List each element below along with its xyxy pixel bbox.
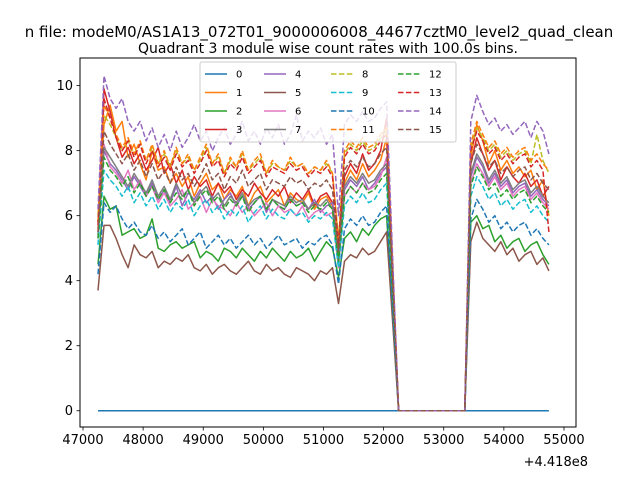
y-tick-label: 6 [65, 209, 73, 224]
x-tick-label: 55000 [543, 433, 584, 448]
series-line-10 [97, 198, 550, 412]
y-tick-label: 2 [65, 339, 73, 354]
figure-suptitle: n file: modeM0/AS1A13_072T01_9000006008_… [25, 23, 614, 42]
y-tick-label: 4 [65, 274, 73, 289]
y-tick-label: 8 [65, 144, 73, 159]
series-line-8 [97, 114, 550, 412]
legend-label-8: 8 [362, 70, 368, 81]
legend-label-5: 5 [295, 88, 301, 99]
x-tick-label: 49000 [183, 433, 224, 448]
series-line-12 [97, 156, 550, 412]
y-axis: 0 2 4 6 8 10 [56, 79, 80, 419]
legend-label-3: 3 [236, 125, 242, 136]
legend-label-14: 14 [429, 107, 442, 118]
y-tick-label: 0 [65, 404, 73, 419]
series-line-3 [97, 88, 550, 412]
legend-label-1: 1 [236, 88, 242, 99]
axes-title: Quadrant 3 module wise count rates with … [138, 41, 518, 57]
series-line-5 [97, 221, 550, 412]
series-line-2 [97, 195, 550, 412]
x-offset-label: +4.418e8 [524, 455, 588, 470]
y-tick-label: 10 [56, 79, 73, 94]
x-tick-label: 47000 [62, 433, 103, 448]
series-line-11 [97, 104, 550, 412]
legend-label-6: 6 [295, 107, 301, 118]
x-tick-label: 51000 [303, 433, 344, 448]
legend-label-2: 2 [236, 107, 242, 118]
series-line-13 [97, 97, 550, 412]
legend-label-10: 10 [362, 107, 375, 118]
legend-label-11: 11 [362, 125, 375, 136]
x-tick-label: 53000 [423, 433, 464, 448]
x-axis: 47000 48000 49000 50000 51000 52000 53000 54000… [62, 427, 585, 448]
series-line-9 [97, 169, 550, 412]
legend-box [199, 61, 457, 143]
legend-label-7: 7 [295, 125, 301, 136]
legend-label-9: 9 [362, 88, 368, 99]
series-line-6 [97, 143, 550, 412]
axes-frame [79, 57, 577, 428]
legend-label-13: 13 [429, 88, 442, 99]
x-tick-label: 50000 [243, 433, 284, 448]
legend-label-12: 12 [429, 70, 442, 81]
series-line-7 [97, 146, 550, 412]
series-line-15 [97, 130, 550, 412]
legend-label-15: 15 [429, 125, 442, 136]
legend-label-4: 4 [295, 70, 301, 81]
x-tick-label: 48000 [122, 433, 163, 448]
x-tick-label: 52000 [363, 433, 404, 448]
x-tick-label: 54000 [483, 433, 524, 448]
plot-area [97, 75, 550, 412]
legend-label-0: 0 [236, 70, 242, 81]
